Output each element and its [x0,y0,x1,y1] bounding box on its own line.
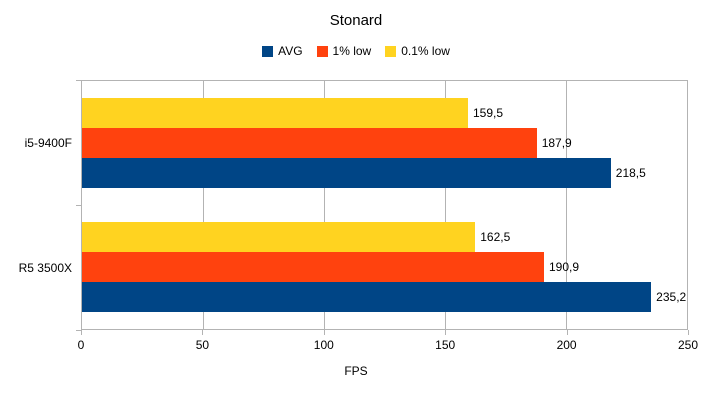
bar-row-i5-9400f-1-low: 187,9 [82,128,687,158]
y-tick-0 [76,80,82,81]
gridline-150 [445,81,446,329]
x-tick-label-50: 50 [195,338,210,352]
bar-value-label-i5-9400f-0-1-low: 159,5 [472,106,504,120]
legend-swatch-0-1-low [385,45,397,57]
x-tick-label-250: 250 [677,338,699,352]
bar-value-label-i5-9400f-avg: 218,5 [615,166,646,180]
bar-value-label-r5-3500x-0-1-low: 162,5 [480,230,511,244]
y-tick-bottom [76,330,82,331]
legend-item-avg: AVG [262,44,303,58]
x-tick-0 [81,330,82,335]
bar-i5-9400f-avg [82,158,611,188]
x-tick-150 [445,330,447,335]
plot-area: 159,5 187,9 218,5 162,5 190,9 235,2 [81,80,688,330]
legend-swatch-avg [262,45,274,57]
x-tick-50 [202,330,204,335]
x-tick-label-0: 0 [77,338,85,352]
category-label-i5-9400f: i5-9400F [24,135,72,150]
y-tick-1 [76,205,82,206]
x-tick-250 [688,330,689,335]
x-tick-100 [323,330,325,335]
bar-value-label-r5-3500x-avg: 235,2 [656,290,687,304]
legend-item-0-1-low: 0.1% low [385,44,450,58]
x-axis-title: FPS [344,364,368,378]
bar-i5-9400f-1-low [82,128,537,158]
legend-label-avg: AVG [278,44,303,58]
bar-group-i5-9400f: 159,5 187,9 218,5 [82,81,687,205]
bar-value-label-r5-3500x-1-low: 190,9 [548,260,579,274]
bar-row-r5-3500x-avg: 235,2 [82,282,687,312]
chart-title: Stonard [329,12,383,29]
bar-row-r5-3500x-0-1-low: 162,5 [82,222,687,252]
legend-label-0-1-low: 0.1% low [401,44,450,58]
x-tick-200 [566,330,568,335]
legend-swatch-1-low [316,45,328,57]
bar-row-i5-9400f-avg: 218,5 [82,158,687,188]
gridline-250 [687,81,688,329]
bar-value-label-i5-9400f-1-low: 187,9 [541,136,572,150]
bar-row-i5-9400f-0-1-low: 159,5 [82,98,687,128]
bar-r5-3500x-avg [82,282,652,312]
x-tick-label-200: 200 [556,338,577,352]
bar-row-r5-3500x-1-low: 190,9 [82,252,687,282]
legend-label-1-low: 1% low [332,44,372,58]
legend-item-1-low: 1% low [316,44,372,58]
bar-group-r5-3500x: 162,5 190,9 235,2 [82,205,687,329]
legend: AVG 1% low 0.1% low [0,44,712,58]
gridline-50 [203,81,204,329]
bar-r5-3500x-0-1-low [82,222,476,252]
gridline-200 [566,81,567,329]
bar-i5-9400f-0-1-low [82,98,468,128]
x-tick-label-100: 100 [313,338,334,352]
x-tick-label-150: 150 [435,338,456,352]
category-label-r5-3500x: R5 3500X [18,260,72,275]
gridline-100 [324,81,325,329]
bar-r5-3500x-1-low [82,252,544,282]
